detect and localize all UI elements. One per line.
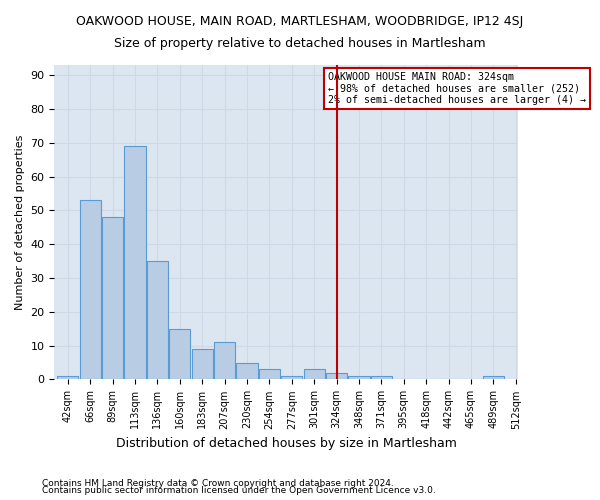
Text: Contains public sector information licensed under the Open Government Licence v3: Contains public sector information licen… — [42, 486, 436, 495]
Bar — [482, 376, 504, 380]
Bar — [191, 349, 213, 380]
Y-axis label: Number of detached properties: Number of detached properties — [15, 134, 25, 310]
Bar — [304, 370, 325, 380]
Bar — [236, 362, 257, 380]
Bar — [80, 200, 101, 380]
Bar — [102, 217, 123, 380]
X-axis label: Distribution of detached houses by size in Martlesham: Distribution of detached houses by size … — [116, 437, 457, 450]
Text: OAKWOOD HOUSE MAIN ROAD: 324sqm
← 98% of detached houses are smaller (252)
2% of: OAKWOOD HOUSE MAIN ROAD: 324sqm ← 98% of… — [328, 72, 586, 105]
Bar — [169, 328, 190, 380]
Text: Size of property relative to detached houses in Martlesham: Size of property relative to detached ho… — [114, 38, 486, 51]
Bar — [57, 376, 79, 380]
Bar — [214, 342, 235, 380]
Bar — [326, 372, 347, 380]
Text: Contains HM Land Registry data © Crown copyright and database right 2024.: Contains HM Land Registry data © Crown c… — [42, 478, 394, 488]
Bar — [124, 146, 146, 380]
Bar — [259, 370, 280, 380]
Bar — [281, 376, 302, 380]
Bar — [147, 261, 168, 380]
Bar — [371, 376, 392, 380]
Bar — [349, 376, 370, 380]
Text: OAKWOOD HOUSE, MAIN ROAD, MARTLESHAM, WOODBRIDGE, IP12 4SJ: OAKWOOD HOUSE, MAIN ROAD, MARTLESHAM, WO… — [76, 15, 524, 28]
